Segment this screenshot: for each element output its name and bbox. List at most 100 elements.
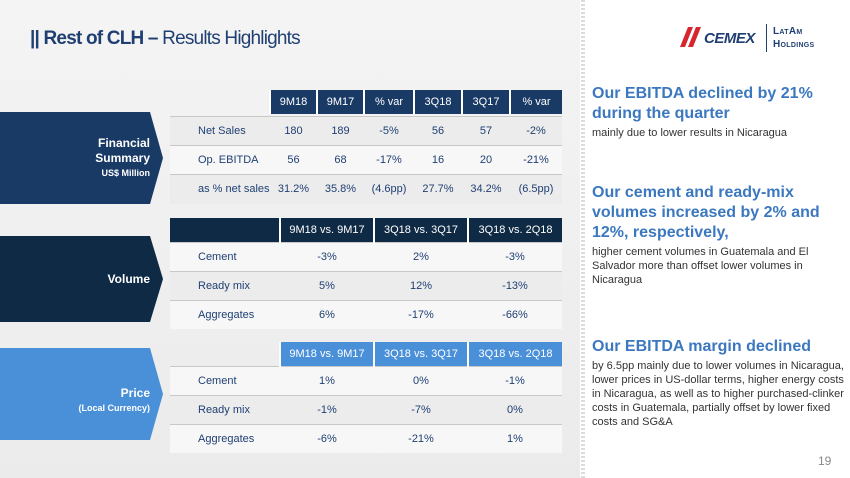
table-row: Ready mix 5% 12% -13%	[170, 270, 562, 300]
price-header: 9M18 vs. 9M17	[279, 342, 374, 366]
table-row: Cement 1% 0% -1%	[170, 365, 562, 395]
logo-separator	[766, 24, 767, 52]
logo-line2: Holdings	[773, 39, 815, 50]
cell: -17%	[364, 145, 414, 175]
cell: 1%	[280, 365, 374, 395]
cell: -3%	[468, 241, 562, 271]
cell: -6%	[280, 423, 374, 453]
table-row: Aggregates 6% -17% -66%	[170, 299, 562, 329]
title-light: Results Highlights	[157, 28, 300, 49]
cell: -66%	[468, 299, 562, 329]
cell: 6%	[280, 299, 374, 329]
row-label: Ready mix	[170, 394, 280, 424]
volume-header: 3Q18 vs. 3Q17	[373, 218, 468, 242]
table-row: as % net sales 31.2% 35.8% (4.6pp) 27.7%…	[170, 174, 562, 204]
volume-header: 3Q18 vs. 2Q18	[467, 218, 562, 242]
volume-table: 9M18 vs. 9M17 3Q18 vs. 3Q17 3Q18 vs. 2Q1…	[170, 218, 562, 329]
highlight-body: higher cement volumes in Guatemala and E…	[592, 246, 809, 286]
page-number: 19	[818, 454, 832, 468]
price-subtitle: (Local Currency)	[78, 403, 150, 413]
financial-shape	[0, 112, 163, 204]
highlight-ebitda: Our EBITDA declined by 21% during the qu…	[592, 84, 844, 140]
financial-header: % var	[509, 90, 562, 114]
highlight-heading: Our EBITDA margin declined	[592, 338, 811, 355]
cell: 56	[414, 116, 462, 146]
table-row: Op. EBITDA 56 68 -17% 16 20 -21%	[170, 145, 562, 175]
cell: 68	[317, 145, 364, 175]
highlight-margin: Our EBITDA margin declined by 6.5pp main…	[592, 337, 844, 429]
row-label: Aggregates	[170, 299, 280, 329]
cell: 16	[414, 145, 462, 175]
cell: 189	[317, 116, 364, 146]
cell: 180	[270, 116, 317, 146]
dotted-divider	[581, 0, 585, 478]
cell: -2%	[510, 116, 562, 146]
financial-table: 9M18 9M17 % var 3Q18 3Q17 % var	[170, 90, 562, 114]
cell: 56	[270, 145, 317, 175]
cemex-logo: CEMEX LatAm Holdings	[676, 24, 836, 54]
cell: -7%	[374, 394, 468, 424]
cell: (6.5pp)	[510, 174, 562, 204]
financial-subtitle: US$ Million	[101, 168, 150, 178]
row-label: Net Sales	[170, 116, 270, 146]
logo-holding: LatAm Holdings	[773, 25, 815, 51]
cell: 5%	[280, 270, 374, 300]
cell: -21%	[374, 423, 468, 453]
volume-header-row: 9M18 vs. 9M17 3Q18 vs. 3Q17 3Q18 vs. 2Q1…	[170, 218, 562, 242]
cell: -1%	[468, 365, 562, 395]
row-label: Op. EBITDA	[170, 145, 270, 175]
cell: 0%	[468, 394, 562, 424]
highlight-volumes: Our cement and ready-mix volumes increas…	[592, 183, 844, 287]
highlight-heading: Our EBITDA declined by 21% during the qu…	[592, 85, 813, 122]
financial-title-line2: Summary	[95, 151, 150, 165]
financial-title-line1: Financial	[97, 136, 150, 150]
price-shape	[0, 348, 163, 440]
highlight-heading: Our cement and ready-mix volumes increas…	[592, 184, 820, 241]
highlight-body: by 6.5pp mainly due to lower volumes in …	[592, 360, 844, 428]
cell: 1%	[468, 423, 562, 453]
cell: 35.8%	[317, 174, 364, 204]
cell: 20	[462, 145, 510, 175]
cell: -3%	[280, 241, 374, 271]
row-label: as % net sales	[170, 174, 270, 204]
volume-header: 9M18 vs. 9M17	[279, 218, 374, 242]
volume-label: Volume	[0, 236, 163, 322]
cell: -13%	[468, 270, 562, 300]
financial-header: % var	[363, 90, 414, 114]
cell: -17%	[374, 299, 468, 329]
cell: 2%	[374, 241, 468, 271]
cell: 0%	[374, 365, 468, 395]
cell: -1%	[280, 394, 374, 424]
row-label: Cement	[170, 365, 280, 395]
volume-shape	[0, 236, 163, 322]
price-title: Price	[120, 386, 150, 400]
table-row: Cement -3% 2% -3%	[170, 241, 562, 271]
price-table: 9M18 vs. 9M17 3Q18 vs. 3Q17 3Q18 vs. 2Q1…	[170, 342, 562, 453]
cemex-stripes-icon	[680, 27, 701, 47]
page-title: || Rest of CLH – Results Highlights	[30, 28, 301, 50]
financial-header-row: 9M18 9M17 % var 3Q18 3Q17 % var	[170, 90, 562, 114]
title-bold: || Rest of CLH –	[30, 28, 158, 49]
cell: 57	[462, 116, 510, 146]
cell: -5%	[364, 116, 414, 146]
financial-summary-label: Financial Summary US$ Million	[0, 112, 163, 204]
highlight-body: mainly due to lower results in Nicaragua	[592, 127, 788, 139]
price-header: 3Q18 vs. 3Q17	[373, 342, 468, 366]
cell: 12%	[374, 270, 468, 300]
row-label: Ready mix	[170, 270, 280, 300]
cell: 31.2%	[270, 174, 317, 204]
logo-line1: LatAm	[773, 26, 803, 37]
financial-header: 3Q18	[413, 90, 462, 114]
cell: (4.6pp)	[364, 174, 414, 204]
price-label: Price (Local Currency)	[0, 348, 163, 440]
cell: 27.7%	[414, 174, 462, 204]
logo-brand: CEMEX	[704, 30, 755, 47]
table-row: Aggregates -6% -21% 1%	[170, 423, 562, 453]
table-row: Ready mix -1% -7% 0%	[170, 394, 562, 424]
financial-header: 3Q17	[461, 90, 510, 114]
cell: 34.2%	[462, 174, 510, 204]
cell: -21%	[510, 145, 562, 175]
financial-header: 9M18	[269, 90, 317, 114]
price-header-row: 9M18 vs. 9M17 3Q18 vs. 3Q17 3Q18 vs. 2Q1…	[170, 342, 562, 366]
